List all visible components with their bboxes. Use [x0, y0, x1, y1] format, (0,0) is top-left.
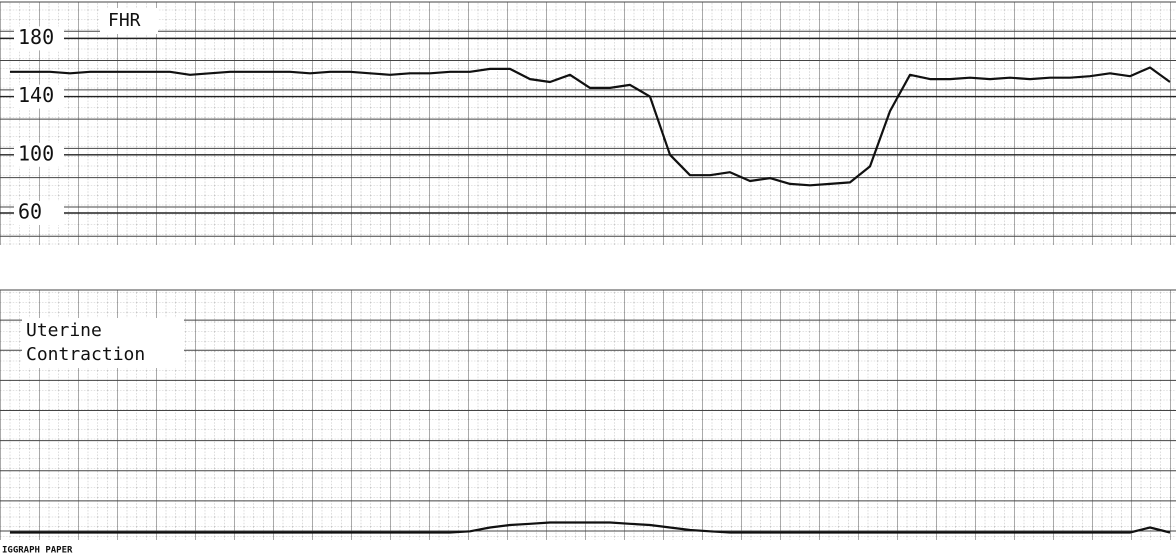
panel-title: FHR	[108, 10, 141, 31]
y-tick-label: 140	[18, 83, 54, 107]
panel-title: Contraction	[26, 344, 145, 365]
title-bg	[100, 8, 158, 34]
major-grid	[0, 2, 1176, 245]
tick-bg	[14, 84, 64, 109]
trace	[10, 66, 1171, 187]
footer: IGGRAPH PAPER	[2, 546, 73, 556]
trace	[10, 521, 1171, 534]
tick-bg	[14, 142, 64, 167]
major-grid	[0, 290, 1176, 540]
panel-title: Uterine	[26, 320, 102, 341]
y-tick-label: 60	[18, 199, 42, 223]
tick-bg	[14, 200, 64, 225]
tick-bg	[14, 26, 64, 51]
title-bg	[22, 318, 184, 368]
y-tick-label: 100	[18, 141, 54, 165]
y-tick-label: 180	[18, 25, 54, 49]
